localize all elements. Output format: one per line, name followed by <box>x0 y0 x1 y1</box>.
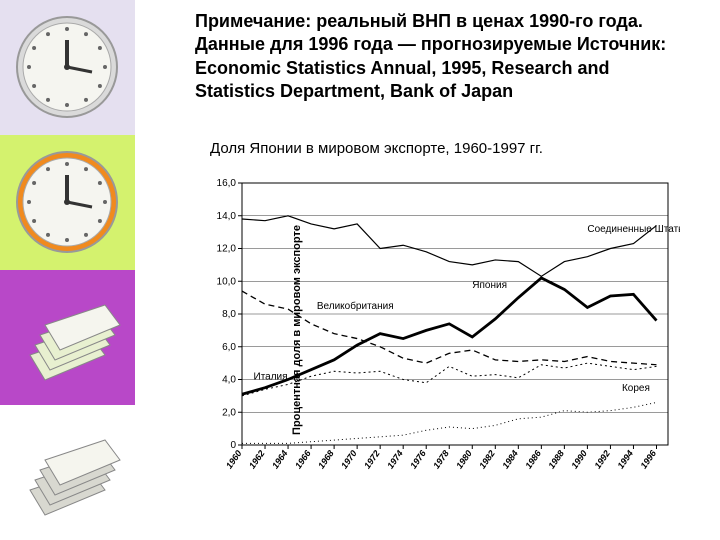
svg-text:Япония: Япония <box>472 280 507 291</box>
svg-text:1960: 1960 <box>224 448 244 470</box>
sidebar-tile <box>0 270 135 405</box>
svg-text:1990: 1990 <box>569 448 589 470</box>
svg-text:1994: 1994 <box>615 448 635 470</box>
svg-text:1968: 1968 <box>316 448 336 470</box>
svg-text:Италия: Италия <box>254 372 288 383</box>
note-text: Примечание: реальный ВНП в ценах 1990-го… <box>195 10 675 104</box>
sidebar-tile <box>0 135 135 270</box>
svg-text:4,0: 4,0 <box>222 375 236 386</box>
svg-text:1962: 1962 <box>247 448 267 470</box>
chart-title: Доля Японии в мировом экспорте, 1960-199… <box>210 140 543 157</box>
svg-text:6,0: 6,0 <box>222 342 236 353</box>
svg-text:Великобритания: Великобритания <box>317 300 394 312</box>
svg-text:16,0: 16,0 <box>217 178 237 189</box>
svg-text:1972: 1972 <box>362 448 382 470</box>
svg-text:2,0: 2,0 <box>222 407 236 418</box>
svg-text:1970: 1970 <box>339 448 359 470</box>
svg-text:1996: 1996 <box>638 448 658 471</box>
svg-text:1992: 1992 <box>592 448 612 470</box>
svg-text:8,0: 8,0 <box>222 309 236 320</box>
svg-text:1982: 1982 <box>477 448 497 470</box>
svg-text:10,0: 10,0 <box>217 276 237 287</box>
svg-text:14,0: 14,0 <box>217 211 237 222</box>
svg-text:1988: 1988 <box>546 448 566 470</box>
svg-text:1976: 1976 <box>408 448 428 471</box>
sidebar-tile <box>0 405 135 540</box>
svg-text:1964: 1964 <box>270 448 290 470</box>
svg-text:1980: 1980 <box>454 448 474 470</box>
svg-text:Корея: Корея <box>622 383 650 394</box>
svg-text:1986: 1986 <box>523 448 543 471</box>
export-share-chart: Процентная доля в мировом экспорте 02,04… <box>200 175 680 485</box>
svg-text:1984: 1984 <box>500 448 520 470</box>
y-axis-label: Процентная доля в мировом экспорте <box>291 225 303 435</box>
svg-text:1978: 1978 <box>431 448 451 470</box>
svg-text:Соединенные Штаты: Соединенные Штаты <box>587 224 680 235</box>
svg-text:12,0: 12,0 <box>217 244 237 255</box>
decorative-sidebar <box>0 0 135 540</box>
svg-text:1966: 1966 <box>293 448 313 471</box>
sidebar-tile <box>0 0 135 135</box>
chart-svg: 02,04,06,08,010,012,014,016,019601962196… <box>200 175 680 485</box>
svg-text:1974: 1974 <box>385 448 405 470</box>
